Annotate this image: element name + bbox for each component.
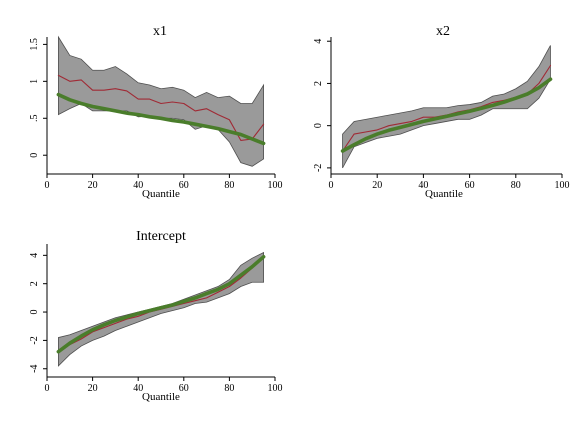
- x-tick-label: 100: [268, 383, 283, 394]
- y-tick-label: -2: [313, 164, 324, 172]
- x-tick-label: 0: [329, 180, 334, 191]
- y-tick-label: 1.5: [29, 38, 40, 51]
- confidence-band: [58, 35, 265, 167]
- chart-title: Intercept: [136, 229, 186, 244]
- x-tick-label: 100: [555, 180, 570, 191]
- y-tick-label: -4: [29, 365, 40, 373]
- x-tick-label: 20: [88, 180, 98, 191]
- x-tick-label: 100: [268, 180, 283, 191]
- x-tick-label: 40: [133, 180, 143, 191]
- x-tick-label: 40: [418, 180, 428, 191]
- chart-panel-0: x1 0 20 40 60 80 100 0 .5 1 1.5 Quantile: [29, 24, 283, 200]
- quantile-estimate-line: [57, 74, 265, 141]
- ols-estimate-line: [56, 255, 266, 354]
- y-tick-label: 4: [29, 253, 40, 258]
- y-tick-label: 0: [29, 153, 40, 158]
- y-tick-label: 0: [313, 123, 324, 128]
- y-tick-label: .5: [29, 115, 40, 123]
- x-axis-label: Quantile: [425, 188, 463, 200]
- x-tick-label: 60: [179, 180, 189, 191]
- confidence-band: [342, 45, 551, 169]
- x-tick-label: 80: [224, 180, 234, 191]
- x-tick-label: 0: [45, 383, 50, 394]
- y-tick-label: 2: [313, 81, 324, 86]
- chart-panel-2: Intercept 0 20 40 60 80 100 -4 -2 0 2 4 Quantile: [29, 229, 283, 403]
- ols-estimate-line: [340, 77, 553, 153]
- y-tick-label: 0: [29, 310, 40, 315]
- ols-estimate-line: [56, 92, 266, 146]
- x-tick-label: 80: [224, 383, 234, 394]
- x-axis-label: Quantile: [142, 188, 180, 200]
- x-tick-label: 40: [133, 383, 143, 394]
- y-tick-label: 4: [313, 39, 324, 44]
- y-tick-label: 2: [29, 281, 40, 286]
- x-tick-label: 60: [465, 180, 475, 191]
- chart-title: x2: [436, 24, 450, 39]
- x-tick-label: 20: [88, 383, 98, 394]
- x-tick-label: 0: [45, 180, 50, 191]
- x-axis-label: Quantile: [142, 391, 180, 403]
- x-tick-label: 60: [179, 383, 189, 394]
- y-tick-label: 1: [29, 79, 40, 84]
- chart-panel-1: x2 0 20 40 60 80 100 -2 0 2 4 Quantile: [313, 24, 570, 200]
- y-tick-label: -2: [29, 336, 40, 344]
- x-tick-label: 20: [372, 180, 382, 191]
- x-tick-label: 80: [511, 180, 521, 191]
- chart-title: x1: [153, 24, 167, 39]
